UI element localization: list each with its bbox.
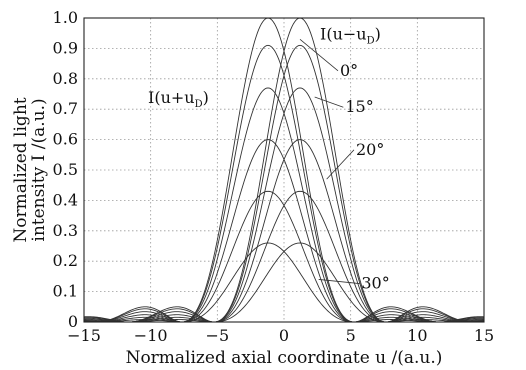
leader-line-a20 (326, 149, 355, 180)
x-tick-label: −15 (67, 326, 101, 345)
annotation-left: I(u+uD) (148, 88, 209, 110)
leader-line-a30 (318, 279, 360, 284)
y-tick-label: 0.9 (53, 38, 78, 57)
intensity-curve-9 (83, 139, 485, 323)
annotation-a20: 20° (356, 140, 384, 159)
x-tick-labels: −15 −10 −5 0 5 10 15 (67, 326, 494, 345)
annotation-right: I(u−uD) (320, 24, 381, 46)
y-tick-label: 0.6 (53, 130, 78, 149)
annotation-a30: 30° (361, 274, 389, 293)
leader-line-a0 (299, 38, 339, 72)
annotations: I(u+uD) I(u−uD) 0° 15° 20° 30° (148, 24, 390, 292)
y-tick-label: 0.2 (53, 251, 78, 270)
intensity-curve-8 (83, 87, 485, 323)
y-tick-labels: 0 0.1 0.2 0.3 0.4 0.5 0.6 0.7 0.8 0.9 1.0 (53, 8, 78, 331)
plot-frame (83, 17, 485, 323)
x-tick-label: 15 (474, 326, 494, 345)
x-axis-label: Normalized axial coordinate u /(a.u.) (126, 348, 443, 368)
x-tick-label: 5 (346, 326, 356, 345)
y-tick-label: 0.7 (53, 99, 78, 118)
x-tick-label: 0 (279, 326, 289, 345)
x-tick-label: 10 (407, 326, 427, 345)
y-tick-label: 0.8 (53, 69, 78, 88)
y-tick-label: 0.4 (53, 190, 78, 209)
x-tick-label: −10 (134, 326, 168, 345)
y-axis-label-line-1: Normalized light (11, 97, 31, 242)
annotation-a0: 0° (340, 61, 358, 80)
grid (84, 18, 484, 322)
y-axis-label-line-2: intensity I /(a.u.) (29, 98, 49, 241)
intensity-curve-11 (83, 242, 485, 323)
intensity-curve-10 (83, 190, 485, 323)
y-tick-label: 1.0 (53, 8, 78, 27)
intensity-curve-7 (83, 44, 485, 323)
y-tick-label: 0.5 (53, 160, 78, 179)
y-tick-label: 0.3 (53, 221, 78, 240)
y-tick-label: 0.1 (53, 282, 78, 301)
intensity-curve-6 (83, 17, 485, 323)
leader-line-a15 (314, 96, 344, 108)
curve-family (83, 17, 485, 323)
x-tick-label: −5 (206, 326, 230, 345)
y-tick-label: 0 (68, 312, 78, 331)
annotation-a15: 15° (345, 97, 373, 116)
